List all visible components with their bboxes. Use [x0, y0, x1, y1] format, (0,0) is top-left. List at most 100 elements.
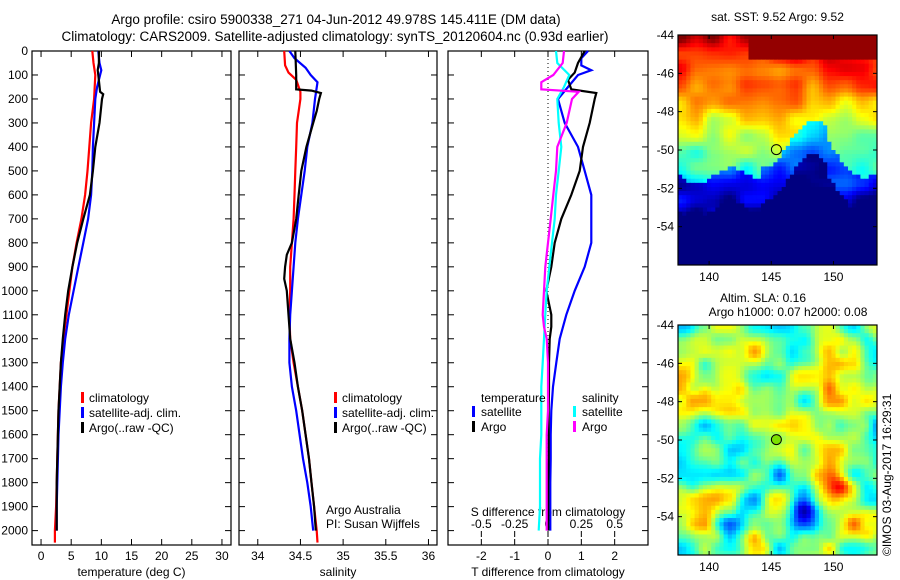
heatmap-cell: [814, 468, 820, 474]
heatmap-cell: [843, 133, 849, 139]
heatmap-cell: [678, 370, 683, 375]
heatmap-cell: [868, 427, 874, 433]
heatmap-cell: [690, 468, 696, 474]
heatmap-cell: [740, 423, 745, 429]
heatmap-cell: [731, 219, 737, 225]
heatmap-cell: [694, 407, 700, 412]
heatmap-cell: [864, 468, 870, 474]
heatmap-cell: [860, 353, 866, 359]
heatmap-cell: [756, 248, 762, 254]
heatmap-cell: [682, 337, 687, 342]
heatmap-cell: [789, 186, 795, 192]
heatmap-cell: [823, 199, 828, 204]
heatmap-cell: [711, 215, 716, 221]
heatmap-cell: [860, 345, 866, 351]
heatmap-cell: [690, 178, 696, 184]
heatmap-cell: [868, 325, 874, 330]
heatmap-cell: [806, 325, 812, 330]
heatmap-cell: [872, 71, 878, 77]
heatmap-cell: [711, 349, 716, 355]
heatmap-cell: [818, 382, 824, 388]
heatmap-cell: [810, 203, 816, 208]
heatmap-cell: [678, 71, 683, 77]
heatmap-cell: [765, 378, 770, 383]
heatmap-cell: [827, 96, 832, 102]
heatmap-cell: [806, 411, 812, 416]
heatmap-cell: [736, 394, 741, 400]
heatmap-cell: [690, 51, 696, 57]
heatmap-cell: [686, 199, 691, 204]
heatmap-cell: [847, 390, 853, 396]
heatmap-cell: [760, 76, 766, 81]
heatmap-cell: [731, 493, 737, 498]
heatmap-cell: [831, 448, 837, 453]
heatmap-cell: [686, 39, 691, 44]
heatmap-cell: [835, 39, 841, 44]
heatmap-cell: [736, 113, 741, 118]
heatmap-cell: [847, 325, 853, 330]
heatmap-cell: [856, 80, 861, 85]
heatmap-cell: [752, 117, 758, 122]
heatmap-cell: [835, 100, 841, 106]
heatmap-cell: [802, 88, 808, 93]
heatmap-cell: [872, 129, 878, 135]
heatmap-cell: [818, 366, 824, 371]
heatmap-cell: [868, 440, 874, 445]
heatmap-cell: [760, 39, 766, 44]
heatmap-cell: [856, 240, 861, 245]
heatmap-cell: [748, 248, 754, 254]
heatmap-cell: [719, 419, 725, 425]
heatmap-cell: [847, 51, 853, 57]
heatmap-cell: [789, 236, 795, 241]
heatmap-cell: [810, 476, 816, 482]
heatmap-cell: [798, 337, 803, 342]
heatmap-cell: [690, 464, 696, 470]
y-tick-label: 0: [21, 44, 28, 58]
heatmap-cell: [864, 244, 870, 250]
heatmap-cell: [760, 150, 766, 155]
heatmap-cell: [785, 244, 791, 250]
heatmap-cell: [798, 150, 803, 155]
heatmap-cell: [814, 407, 820, 412]
heatmap-cell: [835, 154, 841, 159]
heatmap-cell: [781, 104, 787, 110]
heatmap-cell: [777, 256, 783, 262]
heatmap-cell: [814, 129, 820, 135]
heatmap-cell: [686, 150, 691, 155]
heatmap-cell: [794, 71, 799, 77]
heatmap-cell: [806, 240, 812, 245]
heatmap-cell: [860, 76, 866, 81]
heatmap-cell: [727, 240, 733, 245]
heatmap-cell: [798, 203, 803, 208]
heatmap-cell: [760, 240, 766, 245]
heatmap-cell: [785, 493, 791, 498]
heatmap-cell: [806, 390, 812, 396]
heatmap-cell: [818, 460, 824, 466]
heatmap-cell: [843, 71, 849, 77]
heatmap-cell: [727, 191, 733, 196]
heatmap-cell: [686, 411, 691, 416]
heatmap-cell: [802, 104, 808, 110]
heatmap-cell: [715, 104, 720, 110]
heatmap-cell: [773, 240, 778, 245]
heatmap-cell: [698, 460, 704, 466]
heatmap-cell: [872, 170, 878, 176]
heatmap-cell: [723, 232, 729, 237]
heatmap-cell: [748, 137, 754, 143]
heatmap-cell: [760, 100, 766, 106]
heatmap-cell: [868, 195, 874, 200]
heatmap-cell: [736, 378, 741, 383]
heatmap-cell: [686, 485, 691, 490]
heatmap-cell: [872, 440, 878, 445]
heatmap-cell: [760, 125, 766, 130]
heatmap-cell: [690, 55, 696, 61]
heatmap-cell: [773, 423, 778, 429]
heatmap-cell: [814, 35, 820, 40]
heatmap-cell: [690, 497, 696, 503]
heatmap-cell: [744, 211, 749, 217]
heatmap-cell: [769, 158, 774, 163]
heatmap-cell: [756, 121, 762, 126]
heatmap-cell: [731, 133, 737, 139]
heatmap-cell: [810, 240, 816, 245]
heatmap-cell: [740, 456, 745, 462]
